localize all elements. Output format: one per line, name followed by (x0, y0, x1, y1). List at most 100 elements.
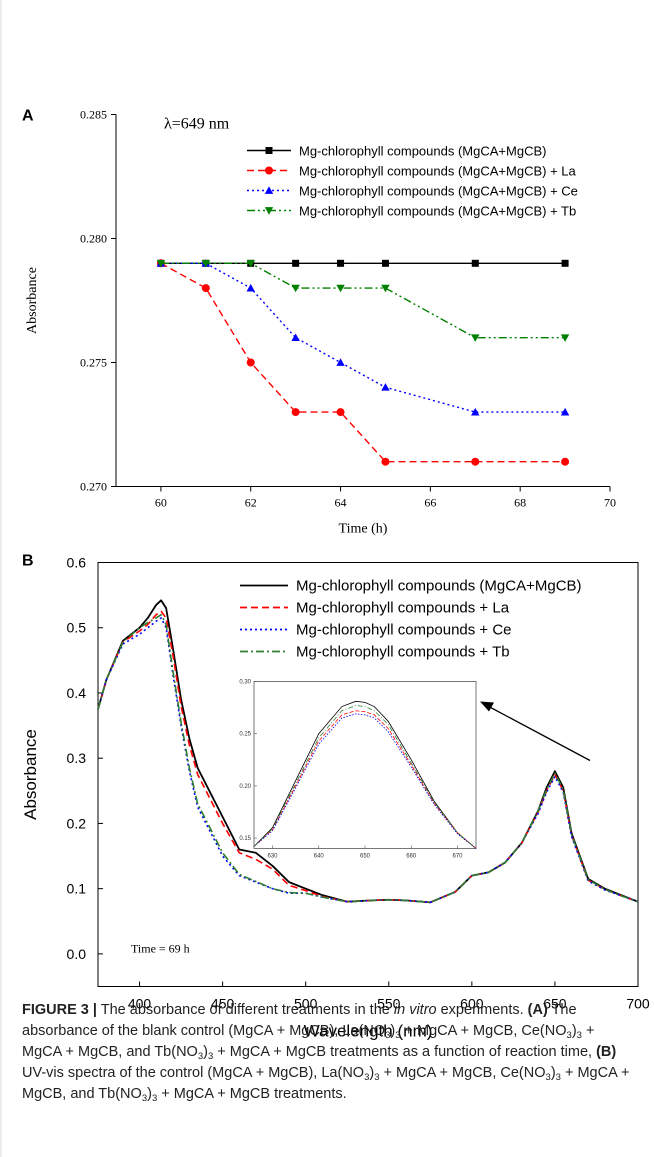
zoom-arrow (480, 701, 591, 762)
inset-x-tick-label: 650 (360, 854, 371, 860)
data-point (381, 457, 390, 466)
inset-y-tick-label: 0.30 (239, 680, 251, 686)
series-mg-chlorophyll-compounds-mgca-mgcb-ce (156, 259, 570, 416)
caption-subscript: 3 (385, 1030, 391, 1041)
legend-marker (265, 166, 273, 175)
x-tick-label: 68 (514, 496, 526, 510)
x-tick-label: 550 (377, 996, 401, 1012)
y-tick-label: 0.275 (80, 356, 107, 370)
panel-b-letter: B (22, 553, 34, 570)
inset-x-tick-label: 630 (267, 854, 278, 860)
caption-part-a-text: + MgCA + MgCB, and Tb(NO (22, 1023, 595, 1060)
data-point (292, 259, 300, 267)
chart-a: 60 62 64 66 68 70 0.270 0.275 0.280 0.285 Time (h)… (25, 108, 616, 537)
arrow-shaft (484, 703, 591, 762)
y-tick-label: 0.280 (80, 232, 107, 246)
data-point (336, 284, 345, 293)
caption-part-a-text: + MgCA + MgCB, Ce(NO (400, 1023, 567, 1039)
x-tick-label: 70 (604, 496, 616, 510)
legend-entry: Mg-chlorophyll compounds (MgCA+MgCB) + T… (247, 204, 576, 219)
wavelength-annotation: λ=649 nm (164, 116, 230, 133)
data-point (291, 284, 300, 293)
figure-caption: FIGURE 3 | The absorbance of different t… (22, 1000, 634, 1105)
legend-entry: Mg-chlorophyll compounds + Ce (240, 622, 512, 639)
inset-spectrum-line (253, 700, 477, 849)
caption-subscript: 3 (374, 1072, 380, 1083)
legend-label: Mg-chlorophyll compounds + Tb (296, 644, 510, 661)
data-point (381, 284, 390, 293)
caption-part-a-text: + MgCA + MgCB treatments as a function o… (213, 1044, 597, 1060)
data-point (291, 333, 300, 342)
caption-subscript: 3 (566, 1030, 572, 1041)
caption-part-b-text: ) (369, 1065, 375, 1081)
caption-part-a-text: ) (571, 1023, 577, 1039)
caption-subscript: 3 (395, 1030, 401, 1041)
x-tick-label: 60 (155, 496, 167, 510)
y-tick-label: 0.285 (80, 108, 107, 122)
data-point (560, 407, 570, 416)
legend-label: Mg-chlorophyll compounds + La (296, 600, 510, 617)
caption-part-b-text: ) (147, 1086, 152, 1102)
data-point (336, 358, 345, 366)
inset-y-tick-label: 0.15 (239, 836, 251, 842)
time-annotation: Time = 69 h (131, 942, 190, 956)
legend-marker (264, 186, 274, 194)
arrow-head (480, 701, 494, 712)
y-tick-label: 0.1 (67, 881, 87, 897)
caption-part-a-text: ) (390, 1023, 396, 1039)
series-mg-chlorophyll-compounds-mgca-mgcb-la (156, 259, 570, 466)
y-tick-label: 0.6 (67, 555, 87, 571)
caption-part-b-text: + MgCA + MgCB treatments. (157, 1086, 347, 1102)
caption-subscript: 3 (545, 1072, 551, 1083)
inset-x-tick-label: 640 (314, 854, 325, 860)
data-point (246, 283, 255, 292)
legend-label: Mg-chlorophyll compounds (MgCA+MgCB) (296, 578, 582, 595)
data-point (201, 259, 211, 268)
legend-label: Mg-chlorophyll compounds (MgCA+MgCB) + T… (299, 204, 576, 219)
caption-subscript: 3 (576, 1030, 582, 1041)
legend-entry: Mg-chlorophyll compounds + La (240, 600, 510, 617)
caption-part-b-text: UV-vis spectra of the control (MgCA + Mg… (22, 1065, 365, 1081)
inset-chart: 630 640 650 660 670 0.15 0.20 0.25 0.30 (239, 680, 477, 860)
caption-part-a-text: ) (203, 1044, 208, 1060)
plot-frame (97, 562, 639, 987)
data-point (201, 284, 210, 293)
data-point (336, 408, 345, 417)
caption-part-b-label: (B) (596, 1044, 617, 1060)
data-point (471, 457, 480, 466)
data-point (246, 358, 255, 367)
caption-figure-label: FIGURE 3 | (22, 1002, 97, 1018)
caption-intro-end: experiments. (436, 1002, 524, 1018)
data-point (381, 259, 389, 267)
legend-entry: Mg-chlorophyll compounds (MgCA+MgCB) (247, 144, 546, 159)
y-tick-label: 0.3 (67, 750, 87, 766)
caption-part-b-text: + MgCA + MgCB, and Tb(NO (22, 1065, 630, 1102)
y-tick-label: 0.270 (80, 480, 107, 494)
data-point (561, 259, 569, 267)
x-tick-label: 650 (543, 996, 567, 1012)
caption-subscript: 3 (197, 1051, 204, 1062)
legend-entry: Mg-chlorophyll compounds (MgCA+MgCB) (240, 578, 582, 595)
y-axis-label: Absorbance (21, 729, 40, 820)
inset-spectrum-line (253, 705, 477, 849)
caption-intro-text: The absorbance of different treatments i… (96, 1002, 394, 1018)
legend-entry: Mg-chlorophyll compounds (MgCA+MgCB) + L… (247, 164, 576, 179)
chart-b: 400 450 500 550 600 650 700 0.0 0.1 0.2 0.3 0.4 0.5 0… (21, 555, 650, 1041)
left-frame-rule (0, 0, 2, 1157)
caption-subscript: 3 (207, 1051, 214, 1062)
x-tick-label: 500 (294, 996, 318, 1012)
data-point (471, 259, 479, 267)
inset-spectrum-line (253, 713, 477, 849)
x-tick-label: 600 (460, 996, 484, 1012)
legend-label: Mg-chlorophyll compounds (MgCA+MgCB) + C… (299, 184, 578, 199)
x-tick-label: 66 (424, 496, 436, 510)
data-point (471, 407, 480, 416)
data-point (561, 457, 570, 466)
caption-part-a-text: The absorbance of the blank control (MgC… (22, 1002, 577, 1039)
inset-spectrum-line (253, 710, 477, 849)
y-tick-label: 0.0 (67, 946, 87, 962)
data-point (381, 383, 390, 391)
y-tick-label: 0.4 (67, 685, 87, 701)
inset-y-tick-label: 0.25 (239, 732, 251, 738)
x-tick-label: 64 (335, 496, 347, 510)
